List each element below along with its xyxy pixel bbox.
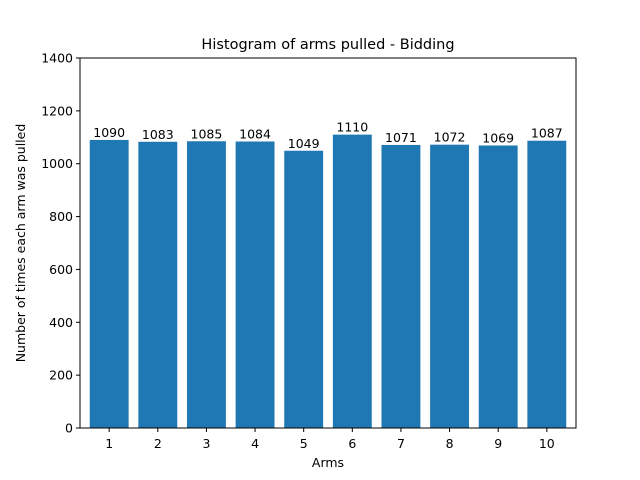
x-tick-label: 4: [251, 436, 259, 451]
bar-value-label: 1071: [385, 130, 417, 145]
bar-value-label: 1083: [142, 127, 174, 142]
bar-arm-6: [332, 134, 372, 428]
bar-arm-2: [138, 141, 178, 428]
y-tick-label: 1400: [41, 51, 73, 66]
bar-value-label: 1085: [191, 126, 223, 141]
y-axis-label: Number of times each arm was pulled: [13, 124, 28, 363]
y-tick-label: 400: [49, 315, 73, 330]
bar-value-label: 1090: [93, 125, 125, 140]
bar-arm-10: [527, 140, 567, 428]
bar-arm-3: [186, 141, 226, 428]
bar-value-label: 1084: [239, 127, 271, 142]
x-tick-label: 8: [446, 436, 454, 451]
bar-arm-1: [89, 139, 129, 428]
bar-arm-8: [430, 144, 470, 428]
bar-arm-9: [478, 145, 518, 429]
x-axis-label: Arms: [312, 455, 344, 470]
bar-arm-4: [235, 141, 275, 428]
y-tick-label: 1200: [41, 103, 73, 118]
y-tick-label: 1000: [41, 156, 73, 171]
bar-value-label: 1087: [531, 126, 563, 141]
x-tick-label: 1: [105, 436, 113, 451]
y-tick-label: 200: [49, 368, 73, 383]
bar-arm-7: [381, 144, 421, 428]
x-axis-ticks: 1 2 3 4 5 6 7 8 9 10: [105, 428, 555, 451]
bar-value-label: 1049: [288, 136, 320, 151]
data-labels-group: 1090 1083 1085 1084 1049 1110 1071 1072 1069 1087: [93, 120, 562, 151]
bar-value-label: 1069: [482, 130, 514, 145]
y-tick-label: 0: [65, 421, 73, 436]
y-axis-ticks: 0 200 400 600 800 1000 1200 1400: [41, 51, 80, 436]
y-tick-label: 800: [49, 209, 73, 224]
x-tick-label: 10: [539, 436, 555, 451]
x-tick-label: 3: [202, 436, 210, 451]
x-tick-label: 5: [300, 436, 308, 451]
x-tick-label: 7: [397, 436, 405, 451]
bar-value-label: 1110: [336, 120, 368, 135]
chart-title: Histogram of arms pulled - Bidding: [201, 37, 454, 53]
bars-group: [89, 134, 567, 429]
bar-value-label: 1072: [434, 130, 466, 145]
x-tick-label: 2: [154, 436, 162, 451]
bar-arm-5: [284, 150, 324, 428]
x-tick-label: 6: [348, 436, 356, 451]
plot-frame: [79, 57, 577, 429]
x-tick-label: 9: [494, 436, 502, 451]
y-tick-label: 600: [49, 262, 73, 277]
